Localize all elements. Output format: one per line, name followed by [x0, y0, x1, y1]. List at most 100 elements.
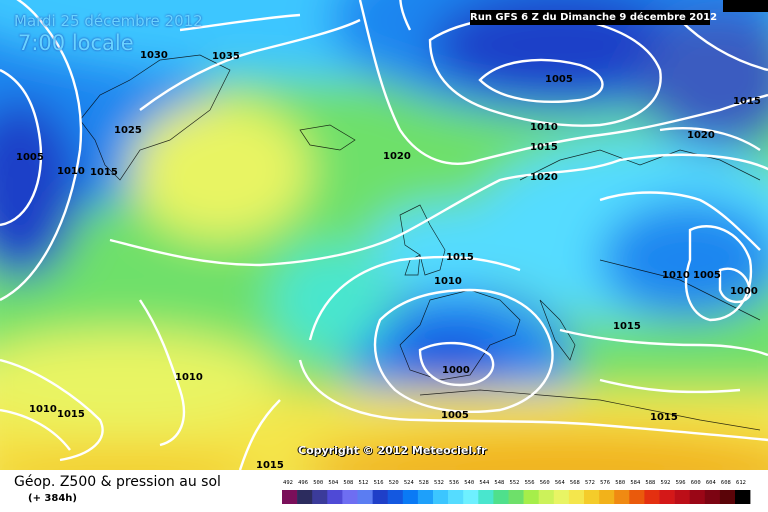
legend-swatch — [704, 490, 721, 504]
legend-swatch — [508, 490, 524, 504]
pressure-label: 1010 — [662, 270, 690, 281]
pressure-label: 1015 — [90, 167, 118, 178]
legend-value: 528 — [418, 480, 429, 486]
legend-value: 576 — [600, 480, 611, 486]
legend-swatch — [402, 490, 419, 504]
legend-swatch — [433, 490, 449, 504]
legend-value: 532 — [434, 480, 444, 486]
legend-value: 524 — [403, 480, 414, 486]
legend-value: 608 — [720, 480, 731, 486]
legend-value: 492 — [283, 480, 293, 486]
pressure-label: 1015 — [650, 412, 678, 423]
legend-swatch — [614, 490, 630, 504]
legend-value: 552 — [509, 480, 520, 486]
legend-swatch — [357, 490, 373, 504]
legend-value: 592 — [660, 480, 671, 486]
legend-value: 516 — [373, 480, 384, 486]
pressure-label: 1020 — [383, 151, 411, 162]
pressure-label: 1025 — [114, 125, 142, 136]
legend-value: 544 — [479, 480, 490, 486]
pressure-label: 1010 — [530, 122, 558, 133]
legend-value: 560 — [539, 480, 550, 486]
legend-swatch — [674, 490, 690, 504]
legend-value: 564 — [554, 480, 565, 486]
legend-swatch — [312, 490, 328, 504]
legend-value: 600 — [690, 480, 701, 486]
legend-value: 504 — [328, 480, 339, 486]
legend-value: 548 — [494, 480, 505, 486]
local-time-label: 7:00 locale — [18, 31, 134, 55]
legend-swatch — [417, 490, 434, 504]
legend-value: 568 — [569, 480, 580, 486]
legend-swatch — [584, 490, 600, 504]
copyright-label: Copyright © 2012 Meteociel.fr — [298, 444, 487, 457]
legend-swatch — [327, 490, 343, 504]
pressure-label: 1030 — [140, 50, 168, 61]
pressure-label: 1020 — [530, 172, 558, 183]
legend-swatch — [297, 490, 313, 504]
pressure-label: 1015 — [256, 460, 284, 470]
legend-swatch — [478, 490, 494, 504]
legend-swatch — [644, 490, 660, 504]
pressure-label: 1015 — [733, 96, 761, 107]
pressure-label: 1020 — [687, 130, 715, 141]
legend-value: 508 — [343, 480, 354, 486]
legend-swatch — [493, 490, 509, 504]
pressure-label: 1035 — [212, 51, 240, 62]
pressure-label: 1000 — [442, 365, 470, 376]
legend-swatch — [568, 490, 585, 504]
weather-map: 1030 1035 1025 1005 1010 1015 1020 1005 … — [0, 0, 768, 470]
pressure-label: 1015 — [530, 142, 558, 153]
isobar-labels: 1030 1035 1025 1005 1010 1015 1020 1005 … — [16, 50, 761, 470]
legend-value: 612 — [736, 480, 746, 486]
legend-swatch — [553, 490, 570, 504]
legend-swatch — [523, 490, 539, 504]
legend-swatch — [387, 490, 404, 504]
legend-value: 540 — [464, 480, 475, 486]
legend-swatch — [735, 490, 751, 504]
legend-value: 556 — [524, 480, 535, 486]
pressure-label: 1010 — [57, 166, 85, 177]
legend-swatch — [659, 490, 675, 504]
pressure-label: 1015 — [613, 321, 641, 332]
pressure-label: 1010 — [434, 276, 462, 287]
legend-value: 512 — [358, 480, 369, 486]
legend-value: 588 — [645, 480, 656, 486]
pressure-label: 1015 — [57, 409, 85, 420]
pressure-label: 1005 — [693, 270, 721, 281]
legend-swatch — [599, 490, 615, 504]
coastlines — [79, 54, 761, 431]
pressure-label: 1000 — [730, 286, 758, 297]
geopotential-field — [0, 0, 768, 470]
pressure-label: 1005 — [16, 152, 44, 163]
legend-value: 500 — [313, 480, 324, 486]
legend-swatch — [538, 490, 555, 504]
legend-value: 580 — [615, 480, 626, 486]
legend-value: 572 — [585, 480, 595, 486]
pressure-label: 1005 — [441, 410, 469, 421]
legend-swatch — [629, 490, 645, 504]
run-info-label: Run GFS 6 Z du Dimanche 9 décembre 2012 — [470, 10, 718, 25]
pressure-label: 1015 — [446, 252, 474, 263]
map-canvas: 1030 1035 1025 1005 1010 1015 1020 1005 … — [0, 0, 768, 470]
footer: Géop. Z500 & pression au sol (+ 384h) 49… — [0, 470, 768, 512]
field-title: Géop. Z500 & pression au sol — [14, 474, 221, 490]
legend-value: 604 — [705, 480, 716, 486]
legend-value: 496 — [298, 480, 309, 486]
pressure-label: 1010 — [175, 372, 203, 383]
legend-swatch — [448, 490, 464, 504]
pressure-label: 1010 — [29, 404, 57, 415]
legend-value: 596 — [675, 480, 686, 486]
legend-swatch — [342, 490, 358, 504]
legend-swatch — [282, 490, 298, 504]
legend-value: 520 — [388, 480, 399, 486]
legend-swatch — [463, 490, 479, 504]
forecast-hour-label: (+ 384h) — [28, 493, 77, 504]
legend-swatch — [372, 490, 388, 504]
legend-swatch — [719, 490, 736, 504]
legend-swatch — [689, 490, 706, 504]
pressure-label: 1005 — [545, 74, 573, 85]
date-label: Mardi 25 décembre 2012 — [14, 12, 203, 30]
corner-block — [723, 0, 768, 12]
legend-value: 536 — [449, 480, 460, 486]
